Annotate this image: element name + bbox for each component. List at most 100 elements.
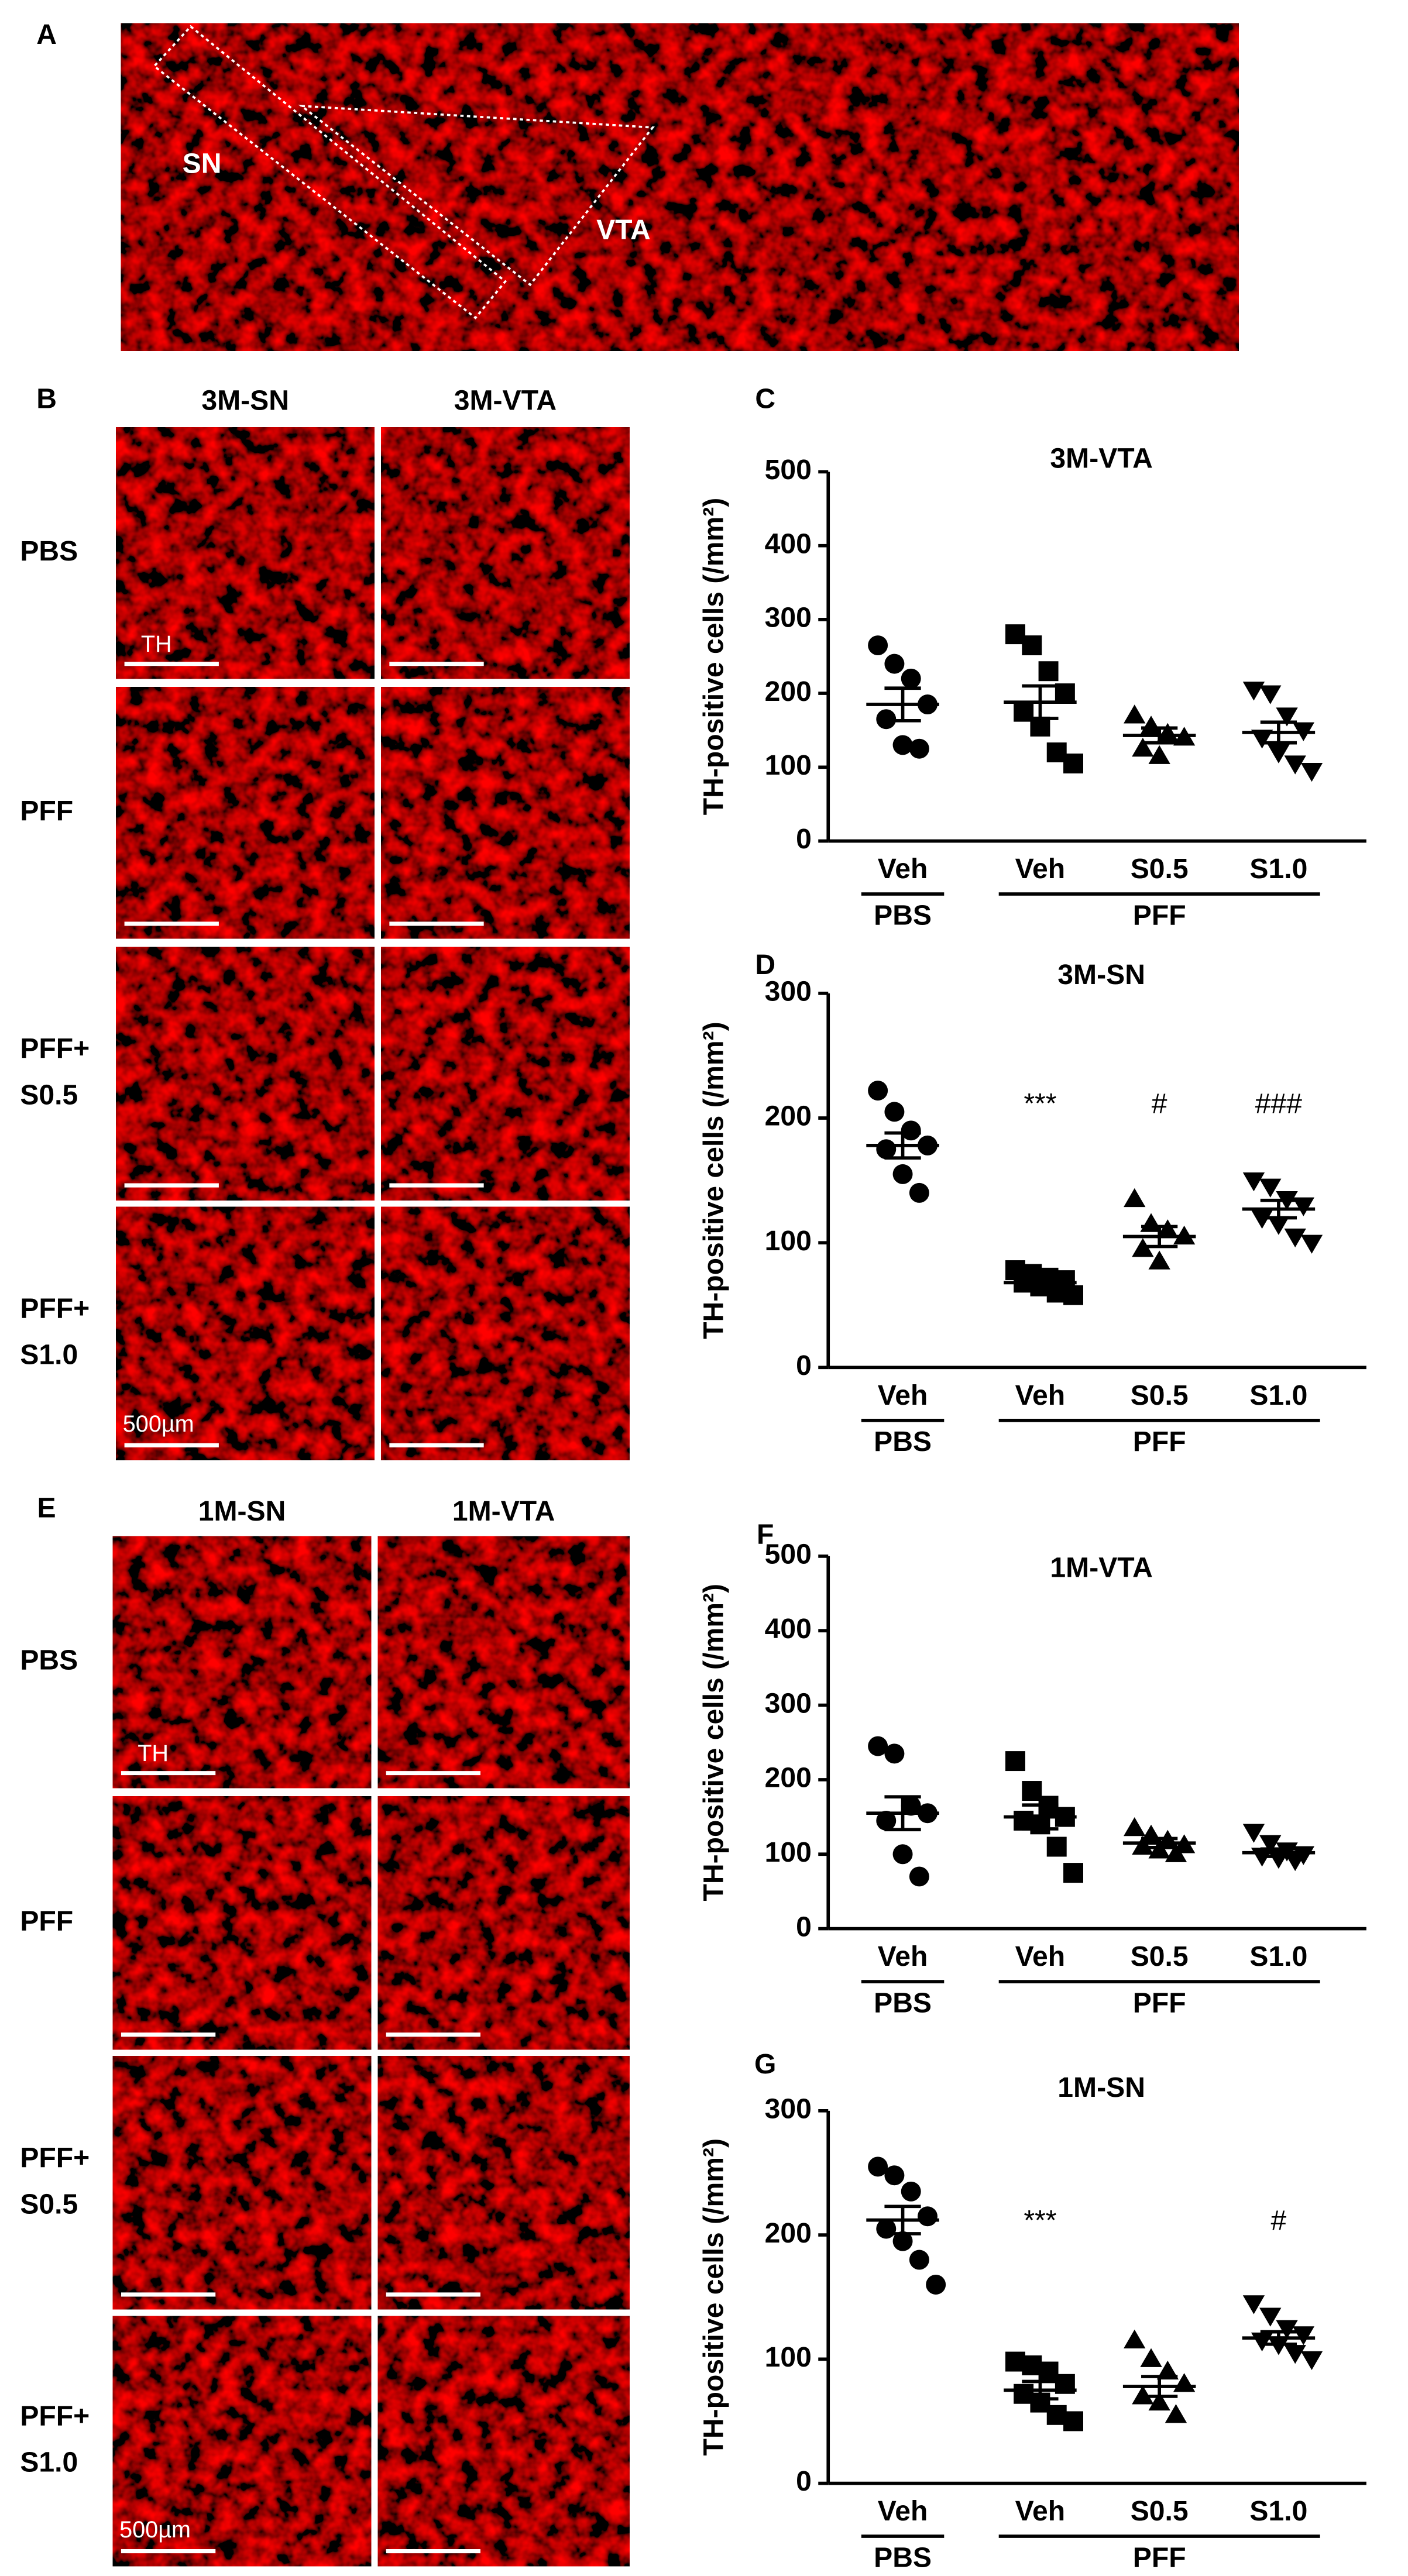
row-label: PFF+: [20, 2400, 90, 2431]
data-point: [892, 1844, 913, 1865]
data-point: [1242, 2295, 1265, 2314]
data-point: [1148, 745, 1170, 764]
row-label: S0.5: [20, 1079, 78, 1110]
y-axis-label: TH-positive cells (/mm²): [698, 1584, 730, 1901]
data-point: [1022, 635, 1042, 656]
data-point: [1259, 1835, 1282, 1854]
data-point: [1259, 685, 1282, 704]
data-point: [909, 738, 929, 759]
data-point: [1300, 1234, 1323, 1254]
scale-label: 500µm: [119, 2517, 191, 2543]
data-point: [1063, 1285, 1083, 1305]
y-axis-label: TH-positive cells (/mm²): [698, 2138, 730, 2456]
data-point: [1300, 2351, 1323, 2370]
column-header: 3M-SN: [201, 384, 289, 416]
micrograph: [377, 2056, 630, 2310]
micrograph: [116, 687, 375, 939]
data-point: [1242, 682, 1265, 701]
group-label: PFF: [1133, 2541, 1186, 2573]
data-point: [1132, 738, 1154, 757]
x-tick-label: Veh: [1015, 1941, 1066, 1972]
data-point: [1046, 742, 1067, 763]
y-tick-label: 100: [765, 1225, 812, 1257]
group-label: PBS: [874, 899, 932, 931]
data-point: [1292, 2326, 1315, 2345]
data-point: [1284, 755, 1306, 775]
data-point: [1124, 1188, 1146, 1208]
micrograph: [112, 2056, 372, 2310]
data-point: [1268, 1216, 1290, 1235]
data-point: [876, 2219, 897, 2239]
scale-label: 500µm: [123, 1411, 194, 1437]
y-tick-label: 400: [765, 1613, 812, 1645]
x-tick-label: Veh: [878, 1941, 928, 1972]
data-point: [1156, 2360, 1179, 2380]
micrograph: [377, 1536, 630, 1789]
data-point: [1063, 753, 1083, 773]
group-label: PFF: [1133, 899, 1186, 931]
micrograph: [381, 427, 630, 679]
x-tick-label: S1.0: [1249, 1941, 1307, 1972]
x-tick-label: S0.5: [1131, 1941, 1189, 1972]
x-tick-label: S0.5: [1131, 853, 1189, 885]
data-point: [1156, 723, 1179, 742]
data-point: [1251, 2332, 1273, 2352]
group-label: PFF: [1133, 1426, 1186, 1457]
row-label: PFF: [20, 1905, 73, 1937]
data-point: [1063, 1863, 1083, 1883]
y-tick-label: 100: [765, 2341, 812, 2373]
data-point: [1268, 744, 1290, 763]
y-tick-label: 0: [796, 1911, 812, 1942]
x-tick-label: Veh: [1015, 1380, 1066, 1411]
data-point: [876, 1810, 897, 1831]
row-label: PFF+: [20, 1033, 90, 1064]
region-outline: [152, 25, 507, 319]
row-label: S1.0: [20, 1339, 78, 1371]
data-point: [1292, 1197, 1315, 1216]
data-point: [884, 1743, 905, 1764]
data-point: [901, 1796, 921, 1816]
data-point: [1132, 1835, 1154, 1855]
row-label: PFF+: [20, 2142, 90, 2173]
data-point: [1148, 2391, 1170, 2411]
data-point: [926, 2274, 946, 2295]
data-point: [1276, 707, 1298, 727]
micrograph: [381, 947, 630, 1201]
group-label: PBS: [874, 2541, 932, 2573]
data-point: [1148, 1250, 1170, 1270]
y-tick-label: 100: [765, 749, 812, 781]
data-point: [1284, 1228, 1306, 1248]
data-point: [1124, 2329, 1146, 2349]
y-tick-label: 100: [765, 1836, 812, 1868]
data-point: [868, 635, 888, 656]
micrograph: [381, 687, 630, 939]
significance: ***: [1024, 2205, 1056, 2237]
data-point: [918, 2206, 937, 2227]
micrograph: [112, 1796, 372, 2050]
micrograph: [112, 1536, 372, 1789]
group-label: PFF: [1133, 1987, 1186, 2018]
data-point: [884, 654, 905, 674]
data-point: [1156, 1219, 1179, 1239]
data-point: [909, 2250, 929, 2270]
row-label: PBS: [20, 1645, 78, 1676]
data-point: [1259, 2307, 1282, 2327]
significance: #: [1271, 2205, 1287, 2237]
micrograph: [116, 947, 375, 1201]
data-point: [876, 1139, 897, 1160]
panel-letter: C: [755, 383, 775, 414]
panel-letter: A: [36, 19, 57, 50]
data-point: [909, 1866, 929, 1887]
data-point: [892, 735, 913, 755]
data-point: [1251, 730, 1273, 749]
y-tick-label: 0: [796, 2465, 812, 2497]
x-tick-label: Veh: [878, 1380, 928, 1411]
data-point: [1046, 2405, 1067, 2425]
y-axis-label: TH-positive cells (/mm²): [698, 498, 730, 816]
data-point: [868, 2157, 888, 2177]
region-label: VTA: [596, 214, 651, 246]
x-tick-label: S1.0: [1249, 1380, 1307, 1411]
y-tick-label: 500: [765, 1539, 812, 1570]
data-point: [868, 1081, 888, 1101]
data-point: [1140, 2348, 1162, 2367]
